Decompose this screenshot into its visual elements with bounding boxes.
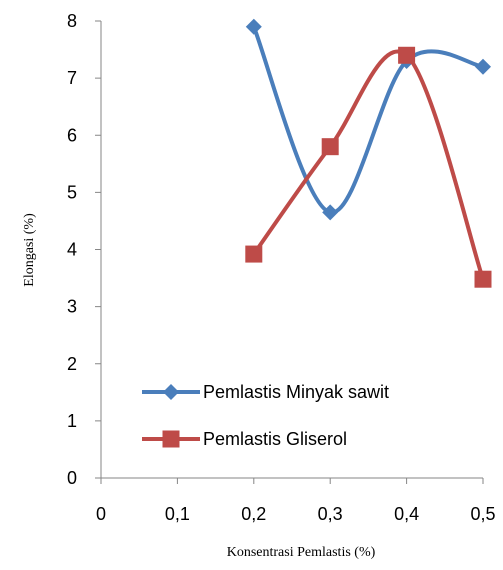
- axes: [95, 20, 484, 484]
- y-tick-label: 0: [67, 468, 77, 488]
- x-axis-title: Konsentrasi Pemlastis (%): [227, 545, 376, 560]
- data-point: [245, 245, 263, 263]
- y-tick-label: 6: [67, 125, 77, 145]
- legend-label: Pemlastis Gliserol: [203, 429, 347, 449]
- data-point: [322, 204, 339, 221]
- y-tick-label: 3: [67, 297, 77, 317]
- data-point: [475, 58, 491, 75]
- series-2: [245, 46, 492, 288]
- y-tick-label: 7: [67, 68, 77, 88]
- series-1: [245, 18, 491, 221]
- legend: Pemlastis Minyak sawit Pemlastis Gliserol: [142, 382, 389, 449]
- series-line: [251, 49, 485, 282]
- x-tick-label: 0,3: [318, 504, 343, 524]
- data-point: [398, 46, 416, 64]
- series-layer: [245, 18, 492, 288]
- x-tick-label: 0,5: [470, 504, 495, 524]
- x-tick-label: 0: [96, 504, 106, 524]
- legend-item: Pemlastis Minyak sawit: [142, 382, 389, 402]
- x-tick-label: 0,2: [241, 504, 266, 524]
- y-tick-label: 5: [67, 182, 77, 202]
- series-line: [251, 24, 485, 215]
- legend-marker: [162, 430, 180, 448]
- x-tick-labels: 0 0,1 0,2 0,3 0,4 0,5: [96, 504, 496, 524]
- data-point: [245, 18, 262, 35]
- x-tick-label: 0,4: [394, 504, 419, 524]
- y-tick-labels: 0 1 2 3 4 5 6 7 8: [67, 11, 77, 488]
- legend-label: Pemlastis Minyak sawit: [203, 382, 389, 402]
- y-tick-label: 1: [67, 411, 77, 431]
- y-axis-title: Elongasi (%): [22, 213, 37, 287]
- y-tick-label: 8: [67, 11, 77, 31]
- x-tick-label: 0,1: [165, 504, 190, 524]
- y-tick-label: 4: [67, 240, 77, 260]
- data-point: [474, 270, 492, 288]
- legend-marker: [163, 384, 179, 400]
- y-tick-label: 2: [67, 354, 77, 374]
- legend-item: Pemlastis Gliserol: [142, 429, 347, 449]
- data-point: [321, 138, 339, 156]
